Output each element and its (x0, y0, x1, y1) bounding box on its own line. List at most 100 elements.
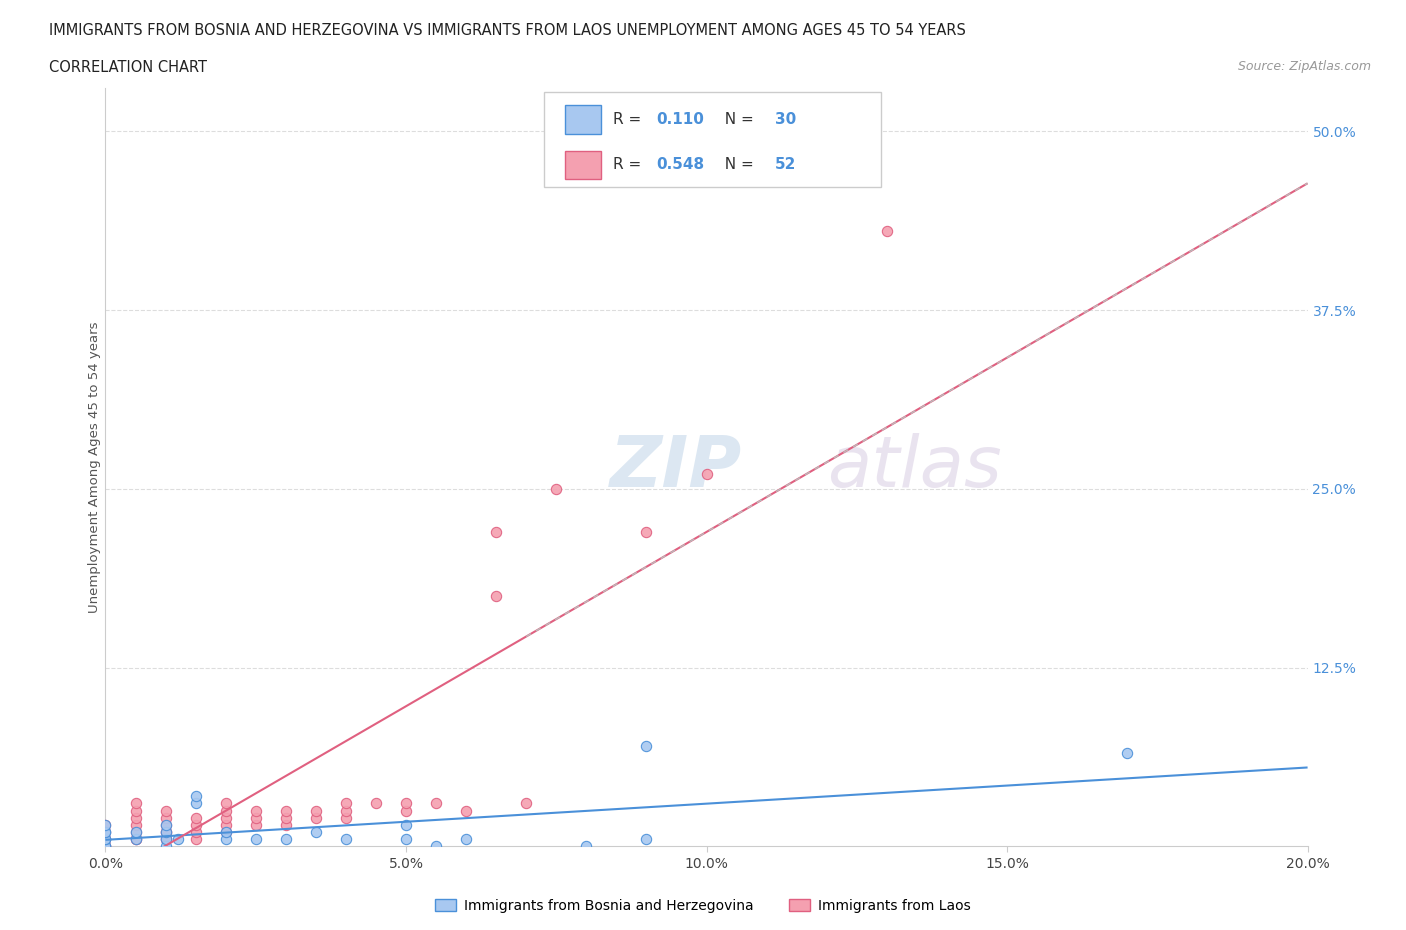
Legend: Immigrants from Bosnia and Herzegovina, Immigrants from Laos: Immigrants from Bosnia and Herzegovina, … (430, 894, 976, 919)
Point (214, 825, 236, 840)
Point (155, 839, 177, 854)
Point (274, 804, 297, 818)
Text: R =: R = (613, 157, 645, 172)
Text: 0.548: 0.548 (657, 157, 704, 172)
Point (155, 825, 177, 840)
Point (636, 738, 658, 753)
Point (155, 831, 177, 846)
Point (124, 831, 146, 846)
Point (575, 839, 598, 854)
Point (94, 817, 117, 832)
Point (184, 810, 207, 825)
Point (124, 817, 146, 832)
Point (184, 796, 207, 811)
Point (155, 825, 177, 840)
Point (124, 796, 146, 811)
Text: R =: R = (613, 113, 645, 127)
Y-axis label: Unemployment Among Ages 45 to 54 years: Unemployment Among Ages 45 to 54 years (87, 322, 101, 613)
Point (485, 589, 508, 604)
Point (94, 825, 117, 840)
Point (184, 789, 207, 804)
Point (214, 810, 236, 825)
Point (214, 796, 236, 811)
Point (124, 810, 146, 825)
Point (274, 831, 297, 846)
Point (335, 810, 357, 825)
Point (94, 831, 117, 846)
Point (94, 839, 117, 854)
Point (155, 831, 177, 846)
Text: Source: ZipAtlas.com: Source: ZipAtlas.com (1237, 60, 1371, 73)
Point (876, 224, 898, 239)
Point (395, 831, 418, 846)
Point (155, 810, 177, 825)
Point (124, 825, 146, 840)
Point (485, 525, 508, 539)
Point (245, 831, 267, 846)
Text: IMMIGRANTS FROM BOSNIA AND HERZEGOVINA VS IMMIGRANTS FROM LAOS UNEMPLOYMENT AMON: IMMIGRANTS FROM BOSNIA AND HERZEGOVINA V… (49, 23, 966, 38)
Point (454, 831, 477, 846)
Point (1116, 746, 1139, 761)
Text: N =: N = (714, 113, 759, 127)
FancyBboxPatch shape (565, 151, 600, 179)
Point (184, 817, 207, 832)
Point (245, 810, 267, 825)
Point (245, 817, 267, 832)
FancyBboxPatch shape (544, 92, 880, 187)
Text: N =: N = (714, 157, 759, 172)
Text: 0.110: 0.110 (657, 113, 704, 127)
Point (245, 804, 267, 818)
Point (155, 804, 177, 818)
Point (335, 796, 357, 811)
Point (94, 825, 117, 840)
Point (184, 825, 207, 840)
Point (636, 831, 658, 846)
Point (425, 839, 447, 854)
Point (94, 825, 117, 840)
Text: atlas: atlas (827, 432, 1001, 502)
Point (395, 796, 418, 811)
Point (305, 804, 328, 818)
Point (124, 825, 146, 840)
Point (335, 831, 357, 846)
Point (94, 831, 117, 846)
Point (214, 831, 236, 846)
Text: CORRELATION CHART: CORRELATION CHART (49, 60, 207, 75)
Point (214, 825, 236, 840)
Point (696, 467, 718, 482)
Point (155, 817, 177, 832)
Point (274, 810, 297, 825)
FancyBboxPatch shape (565, 105, 600, 134)
Point (155, 817, 177, 832)
Text: 30: 30 (775, 113, 796, 127)
Point (155, 825, 177, 840)
Point (124, 831, 146, 846)
Point (305, 825, 328, 840)
Point (546, 482, 568, 497)
Point (124, 804, 146, 818)
Point (454, 804, 477, 818)
Point (274, 817, 297, 832)
Point (515, 796, 537, 811)
Point (94, 839, 117, 854)
Point (94, 817, 117, 832)
Text: 52: 52 (775, 157, 796, 172)
Point (395, 804, 418, 818)
Point (94, 839, 117, 854)
Point (94, 831, 117, 846)
Point (124, 831, 146, 846)
Point (94, 839, 117, 854)
Point (335, 804, 357, 818)
Text: ZIP: ZIP (610, 432, 742, 502)
Point (94, 831, 117, 846)
Point (395, 817, 418, 832)
Point (214, 817, 236, 832)
Point (214, 804, 236, 818)
Point (184, 831, 207, 846)
Point (425, 796, 447, 811)
Point (305, 810, 328, 825)
Point (636, 525, 658, 539)
Point (364, 796, 387, 811)
Point (155, 831, 177, 846)
Point (166, 831, 188, 846)
